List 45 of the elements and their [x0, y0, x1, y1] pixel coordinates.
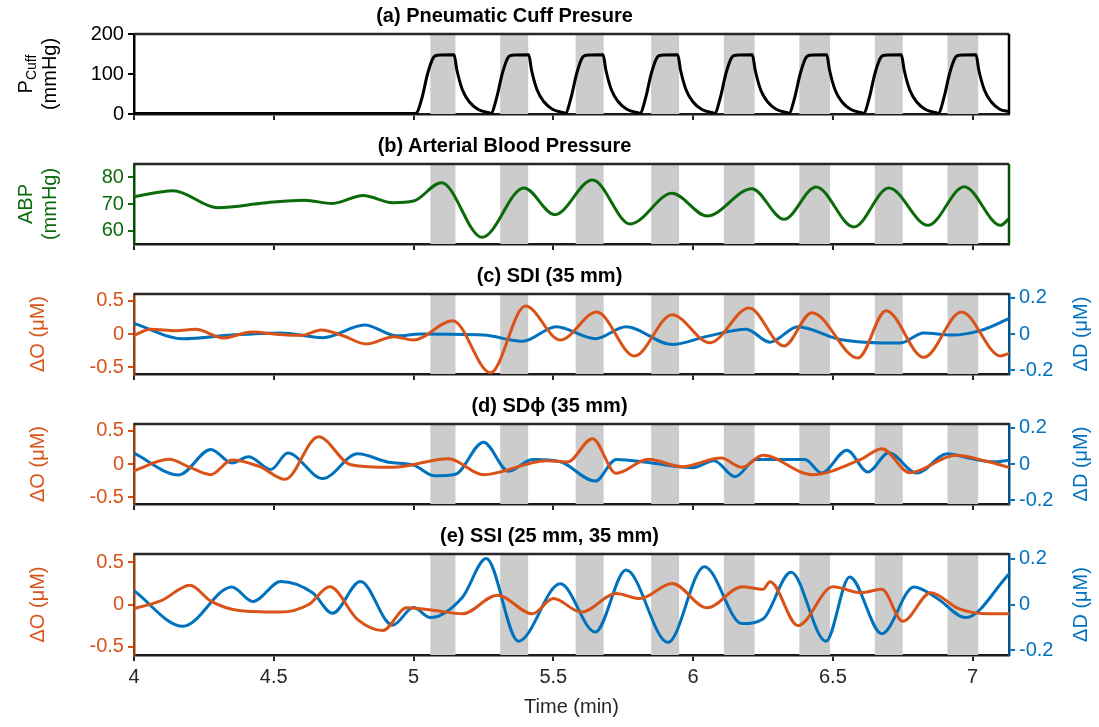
x-tick-label: 6 — [687, 664, 699, 687]
y2-axis-title: ΔD (μM) — [1068, 567, 1091, 642]
y-tick-label: 60 — [101, 218, 124, 241]
y2-tick-label: 0 — [1019, 321, 1031, 344]
x-tick-label: 4.5 — [259, 664, 288, 687]
y-tick-label: 70 — [101, 191, 124, 214]
y2-tick-label: -0.2 — [1019, 637, 1054, 660]
y-tick-label: 100 — [90, 61, 124, 84]
x-tick-label: 6.5 — [818, 664, 847, 687]
chart-title: (e) SSI (25 mm, 35 mm) — [440, 523, 659, 546]
y-tick-label: 0 — [112, 101, 124, 124]
chart-title: (a) Pneumatic Cuff Presure — [376, 3, 633, 26]
x-tick-label: 7 — [967, 664, 979, 687]
y2-axis-title: ΔD (μM) — [1068, 426, 1091, 502]
y-tick-label: 0 — [112, 451, 124, 474]
y2-tick-label: -0.2 — [1019, 357, 1054, 380]
x-axis-title: Time (min) — [524, 694, 619, 717]
y-tick-label: -0.5 — [89, 354, 124, 377]
y-tick-label: 0.5 — [96, 418, 124, 441]
x-tick-label: 5.5 — [539, 664, 568, 687]
chart-title: (d) SDϕ (35 mm) — [471, 393, 628, 416]
y-tick-label: 80 — [101, 164, 124, 187]
y-axis-title: ΔO (μM) — [25, 566, 48, 643]
y2-axis-title: ΔD (μM) — [1068, 296, 1091, 372]
line-series — [134, 178, 1009, 239]
y2-tick-label: 0.2 — [1019, 285, 1047, 308]
y-tick-label: 0 — [112, 592, 124, 615]
y-tick-label: 200 — [90, 21, 124, 44]
x-tick-label: 5 — [407, 664, 420, 687]
y-axis-title: ΔO (μM) — [25, 296, 48, 372]
y2-tick-label: 0 — [1019, 451, 1031, 474]
y-tick-label: 0.5 — [96, 549, 124, 572]
chart-title: (c) SDI (35 mm) — [476, 263, 623, 286]
y2-tick-label: 0.2 — [1019, 546, 1047, 569]
y2-tick-label: 0.2 — [1019, 415, 1047, 438]
y-tick-label: 0 — [112, 321, 124, 344]
x-tick-label: 4 — [128, 664, 140, 687]
y-axis-title: ABP (mmHg) — [13, 167, 60, 241]
y-tick-label: 0.5 — [96, 288, 124, 311]
y-axis-title: ΔO (μM) — [25, 426, 48, 502]
y2-tick-label: 0 — [1019, 592, 1031, 615]
y-tick-label: -0.5 — [89, 484, 124, 507]
y2-tick-label: -0.2 — [1019, 487, 1054, 510]
y-tick-label: -0.5 — [89, 634, 124, 657]
chart-title: (b) Arterial Blood Pressure — [377, 133, 632, 156]
